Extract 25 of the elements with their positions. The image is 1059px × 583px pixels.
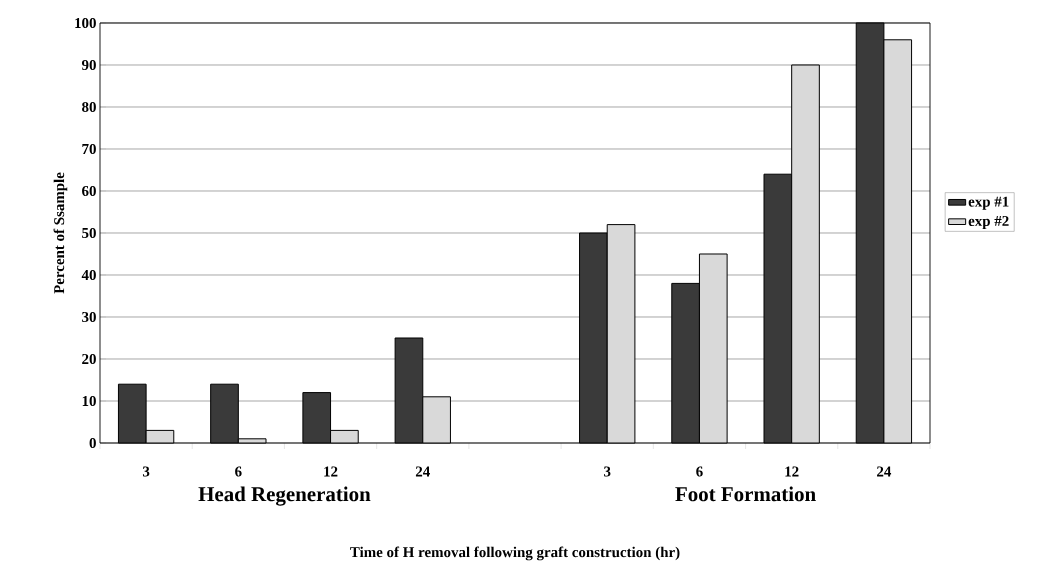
- y-tick-label: 0: [89, 437, 96, 449]
- legend-label: exp #1: [968, 196, 1009, 210]
- x-tick-label: 24: [877, 466, 892, 477]
- y-tick-label: 90: [81, 59, 96, 71]
- y-tick-label: 80: [82, 101, 96, 113]
- y-tick-label: 30: [82, 311, 96, 323]
- y-tick-label: 70: [82, 143, 96, 155]
- text: Foot Formation: [675, 486, 816, 502]
- y-tick-label: 60: [82, 185, 96, 197]
- x-tick-label: 3: [604, 466, 611, 477]
- x-tick-label: 12: [324, 466, 338, 477]
- y-tick-label: 20: [82, 353, 96, 365]
- legend-label: exp #2: [968, 215, 1009, 230]
- x-tick-label: 3: [142, 466, 150, 477]
- x-axis-title: Time of H removal following graft construction (hr): [350, 546, 680, 561]
- y-tick-label: 10: [82, 395, 96, 407]
- x-tick-label: 12: [785, 466, 799, 477]
- x-tick-label: 6: [696, 466, 703, 477]
- y-tick-label: 50: [82, 227, 96, 239]
- x-tick-label: 6: [235, 466, 242, 477]
- x-tick-label: 24: [415, 466, 430, 477]
- text: Head Regeneration: [198, 486, 371, 506]
- y-tick-label: 100: [75, 17, 96, 29]
- y-axis-title: Percent of Ssample: [53, 172, 68, 294]
- y-tick-label: 40: [81, 269, 96, 281]
